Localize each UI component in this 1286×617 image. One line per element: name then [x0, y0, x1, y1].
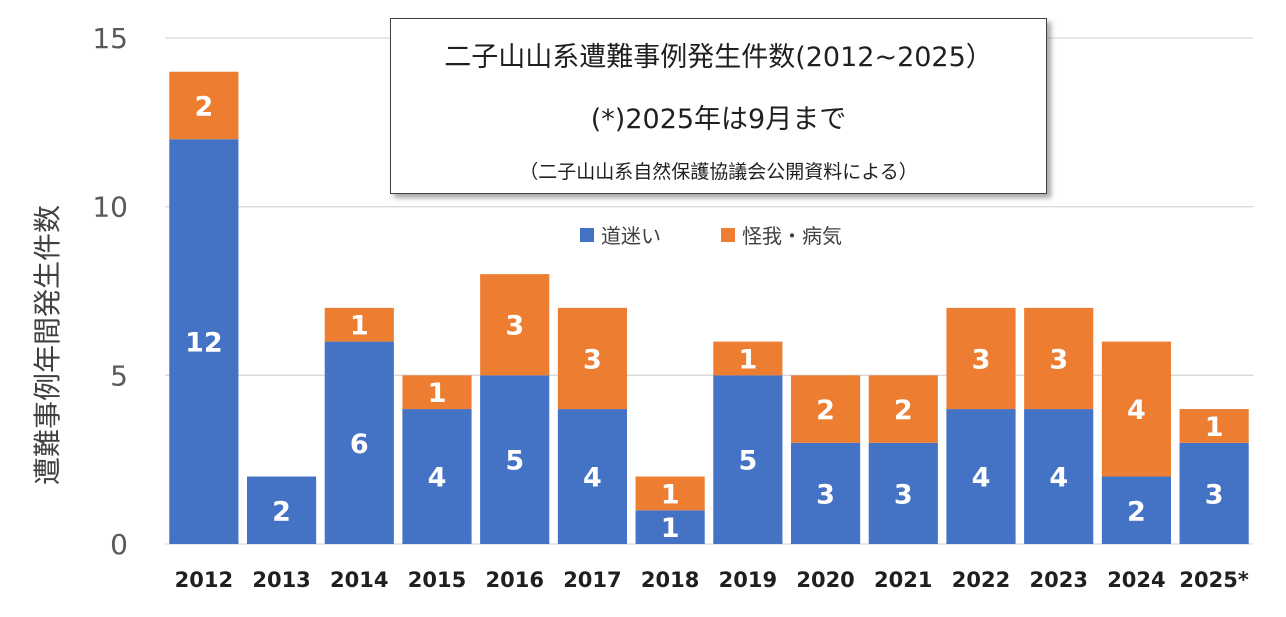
data-label-2015-s0: 4	[428, 463, 447, 494]
data-label-2025*-s1: 1	[1205, 412, 1224, 443]
bar-segment-2025*-s0	[1179, 442, 1249, 544]
data-label-2017-s1: 3	[583, 344, 602, 375]
x-tick-label-2023: 2023	[1029, 568, 1087, 592]
bar-segment-2023-s0	[1024, 409, 1094, 544]
legend-label-injury-illness: 怪我・病気	[742, 224, 842, 248]
bar-segment-2020-s1	[790, 375, 861, 443]
bar-segment-2019-s0	[713, 375, 783, 544]
y-axis-ticks: 0 5 10 15	[92, 22, 128, 561]
chart-title: 二子山山系遭難事例発生件数(2012~2025）	[444, 42, 993, 73]
bar-segment-2017-s0	[557, 409, 628, 544]
bar-segment-2018-s0	[635, 510, 705, 544]
x-tick-label-2025*: 2025*	[1179, 568, 1248, 592]
bar-segment-2018-s1	[635, 476, 705, 511]
y-tick-label: 5	[110, 359, 128, 392]
x-tick-label-2017: 2017	[563, 568, 621, 592]
bar-segment-2022-s0	[946, 409, 1016, 544]
bar-segment-2019-s1	[713, 341, 783, 376]
y-tick-label: 0	[110, 528, 128, 561]
chart-subtitle: (*)2025年は9月まで	[590, 104, 847, 135]
data-label-2020-s0: 3	[816, 479, 835, 510]
bars	[169, 71, 1249, 544]
x-tick-label-2018: 2018	[641, 568, 699, 592]
bar-segment-2023-s1	[1024, 307, 1094, 410]
bar-segment-2017-s1	[557, 307, 628, 410]
data-label-2025*-s0: 3	[1205, 479, 1224, 510]
x-tick-label-2013: 2013	[252, 568, 310, 592]
data-label-2019-s0: 5	[738, 446, 757, 477]
data-label-2023-s1: 3	[1049, 344, 1068, 375]
data-label-2017-s0: 4	[583, 463, 602, 494]
y-tick-label: 10	[92, 191, 128, 224]
bar-segment-2012-s0	[169, 139, 239, 544]
bar-segment-2016-s0	[480, 375, 550, 544]
legend-swatch-walk-lost	[580, 228, 594, 242]
data-label-2016-s0: 5	[505, 446, 524, 477]
data-label-2014-s1: 1	[350, 311, 369, 342]
data-label-2012-s1: 2	[194, 91, 213, 122]
bar-segment-2024-s1	[1101, 341, 1172, 477]
x-axis-ticks: 2012 2013 2014 2015 2016 2017 2018 2019 2020 2021…	[175, 568, 1249, 592]
data-label-2024-s0: 2	[1127, 496, 1146, 527]
data-label-2012-s0: 12	[185, 328, 223, 359]
data-label-2013-s0: 2	[272, 496, 291, 527]
x-tick-label-2020: 2020	[796, 568, 854, 592]
data-label-2019-s1: 1	[738, 344, 757, 375]
x-tick-label-2014: 2014	[330, 568, 388, 592]
data-label-2021-s1: 2	[894, 395, 913, 426]
bar-segment-2024-s0	[1101, 476, 1172, 544]
bar-segment-2021-s1	[868, 375, 938, 443]
x-tick-label-2012: 2012	[175, 568, 233, 592]
data-label-2014-s0: 6	[350, 429, 369, 460]
data-label-2018-s0: 1	[661, 513, 680, 544]
data-label-2023-s0: 4	[1049, 463, 1068, 494]
bar-segment-2021-s0	[868, 442, 938, 544]
chart-source-note: （二子山山系自然保護協議会公開資料による）	[519, 161, 918, 183]
data-label-2015-s1: 1	[428, 378, 447, 409]
bar-segment-2020-s0	[790, 442, 861, 544]
data-label-2020-s1: 2	[816, 395, 835, 426]
data-label-2022-s0: 4	[972, 463, 991, 494]
legend: 道迷い 怪我・病気	[580, 224, 842, 248]
x-tick-label-2019: 2019	[719, 568, 777, 592]
data-label-2016-s1: 3	[505, 311, 524, 342]
x-tick-label-2021: 2021	[874, 568, 932, 592]
y-tick-label: 15	[92, 22, 128, 55]
bar-segment-2025*-s1	[1179, 409, 1249, 443]
x-tick-label-2016: 2016	[485, 568, 543, 592]
bar-segment-2015-s1	[402, 375, 472, 410]
bar-segment-2016-s1	[480, 274, 550, 376]
x-tick-label-2024: 2024	[1107, 568, 1165, 592]
x-tick-label-2015: 2015	[408, 568, 466, 592]
bar-segment-2012-s1	[169, 71, 239, 140]
data-label-2022-s1: 3	[972, 344, 991, 375]
legend-label-walk-lost: 道迷い	[601, 224, 661, 248]
bar-segment-2014-s0	[324, 341, 394, 544]
bar-segment-2015-s0	[402, 409, 472, 544]
legend-swatch-injury-illness	[721, 228, 735, 242]
data-label-2024-s1: 4	[1127, 395, 1146, 426]
bar-segment-2022-s1	[946, 307, 1016, 410]
chart-title-box: 二子山山系遭難事例発生件数(2012~2025） (*)2025年は9月まで （…	[390, 18, 1047, 194]
y-axis-label: 遭難事例年間発生件数	[31, 205, 64, 485]
x-tick-label-2022: 2022	[952, 568, 1010, 592]
bar-segment-2013-s0	[246, 476, 317, 544]
data-label-2018-s1: 1	[661, 479, 680, 510]
data-label-2021-s0: 3	[894, 479, 913, 510]
bar-segment-2014-s1	[324, 307, 394, 342]
